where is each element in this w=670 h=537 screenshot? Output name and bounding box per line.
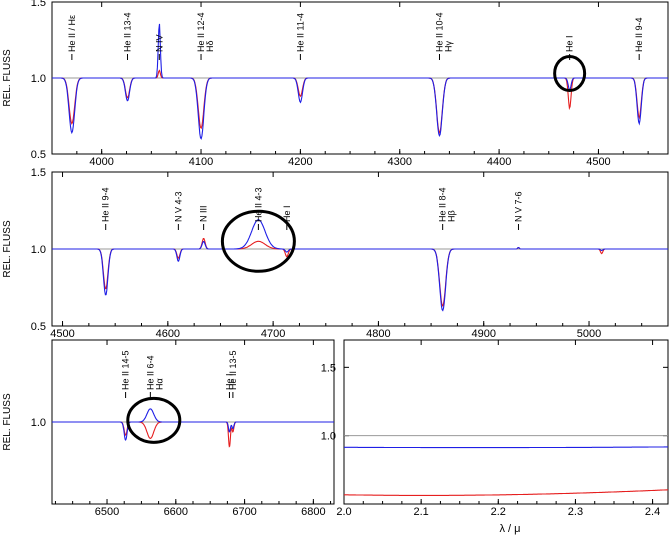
chart-panel-4: 2.0 2.1 2.2 2.3 2.4 1.0 1.5: [321, 339, 669, 518]
line-id-label: He II 6-4: [145, 355, 155, 390]
x-tick-label: 2.1: [413, 506, 428, 518]
x-tick-label: 4600: [156, 328, 180, 340]
line-id-label-secondary: Hβ: [447, 210, 457, 222]
y-tick-label: 1.0: [31, 417, 46, 429]
series-red-line: [52, 421, 334, 448]
series-blue-line: [52, 408, 334, 441]
series-red-line: [344, 489, 668, 496]
series-blue-line: [52, 219, 668, 312]
x-tick-label: 6500: [95, 506, 119, 518]
line-id-label: He II 4-3: [253, 187, 263, 222]
line-id-label-secondary: Hγ: [443, 41, 453, 52]
line-id-label-secondary: Hα: [154, 378, 164, 390]
y-axis-label: REL. FLUSS: [2, 393, 13, 451]
highlight-circle: [553, 54, 587, 92]
line-id-label: He II 11-4: [295, 13, 305, 52]
line-id-label: He II 9-4: [634, 17, 644, 52]
series-blue-line: [52, 23, 668, 140]
line-id-label: He I: [224, 373, 234, 390]
highlight-circle: [220, 209, 296, 273]
x-tick-label: 2.0: [336, 506, 351, 518]
series-blue-line: [344, 446, 668, 449]
y-tick-label: 1.5: [321, 362, 336, 374]
x-tick-label: 2.4: [645, 506, 660, 518]
x-tick-label: 4800: [366, 328, 390, 340]
x-tick-label: 5000: [577, 328, 601, 340]
x-tick-label: 2.2: [491, 506, 506, 518]
line-id-label: He I: [565, 35, 575, 52]
line-id-label: He II 13-4: [123, 12, 133, 52]
x-tick-label: 6600: [164, 506, 188, 518]
y-axis-label: REL. FLUSS: [2, 49, 13, 107]
chart-panel-2: 4500 4600 4700 4800 4900 5000 0.5 1.0 1.5 REL. FL…: [2, 167, 669, 340]
line-id-label: He II 12-4: [196, 12, 206, 52]
y-tick-label: 1.0: [31, 244, 46, 256]
x-tick-label: 4100: [189, 156, 213, 168]
x-tick-label: 4500: [586, 156, 610, 168]
y-tick-label: 1.5: [31, 0, 46, 9]
y-axis-label: REL. FLUSS: [2, 220, 13, 278]
line-id-label: N IV: [154, 34, 164, 52]
x-axis-label: λ / μ: [499, 523, 520, 535]
line-id-label: N V 4-3: [173, 191, 183, 222]
chart-panel-1: 4000 4100 4200 4300 4400 4500 0.5 1.0 1.5 REL. FL…: [2, 0, 669, 168]
y-tick-label: 1.5: [31, 167, 46, 179]
x-tick-label: 4500: [50, 328, 74, 340]
line-id-label: He II / Hε: [67, 15, 77, 52]
x-tick-label: 4300: [387, 156, 411, 168]
line-id-label: He I: [282, 205, 292, 222]
y-tick-label: 1.0: [321, 431, 336, 443]
x-tick-label: 2.3: [568, 506, 583, 518]
y-tick-label: 1.0: [31, 73, 46, 85]
y-tick-label: 0.5: [31, 149, 46, 161]
x-tick-label: 4900: [471, 328, 495, 340]
x-tick-label: 4400: [487, 156, 511, 168]
plot-frame: [343, 339, 669, 505]
y-tick-label: 0.5: [31, 321, 46, 333]
series-red-line: [52, 69, 668, 135]
line-id-label: N III: [199, 205, 209, 222]
line-id-label-secondary: Hδ: [205, 40, 215, 52]
line-id-label: N V 7-6: [513, 191, 523, 222]
x-tick-label: 6700: [232, 506, 256, 518]
x-tick-label: 6800: [301, 506, 325, 518]
line-id-label: He II 8-4: [438, 187, 448, 222]
line-id-label: He II 10-4: [434, 12, 444, 52]
x-tick-label: 4200: [288, 156, 312, 168]
line-id-label: He II 14-5: [121, 350, 131, 390]
line-id-label: He II 13-5: [228, 350, 238, 390]
x-tick-label: 4700: [261, 328, 285, 340]
x-tick-label: 4000: [89, 156, 113, 168]
highlight-circle: [126, 396, 182, 444]
chart-panel-3: 6500 6600 6700 6800 1.0 REL. FLUSS He II 14-5 H…: [2, 339, 335, 518]
line-id-label: He II 9-4: [101, 187, 111, 222]
